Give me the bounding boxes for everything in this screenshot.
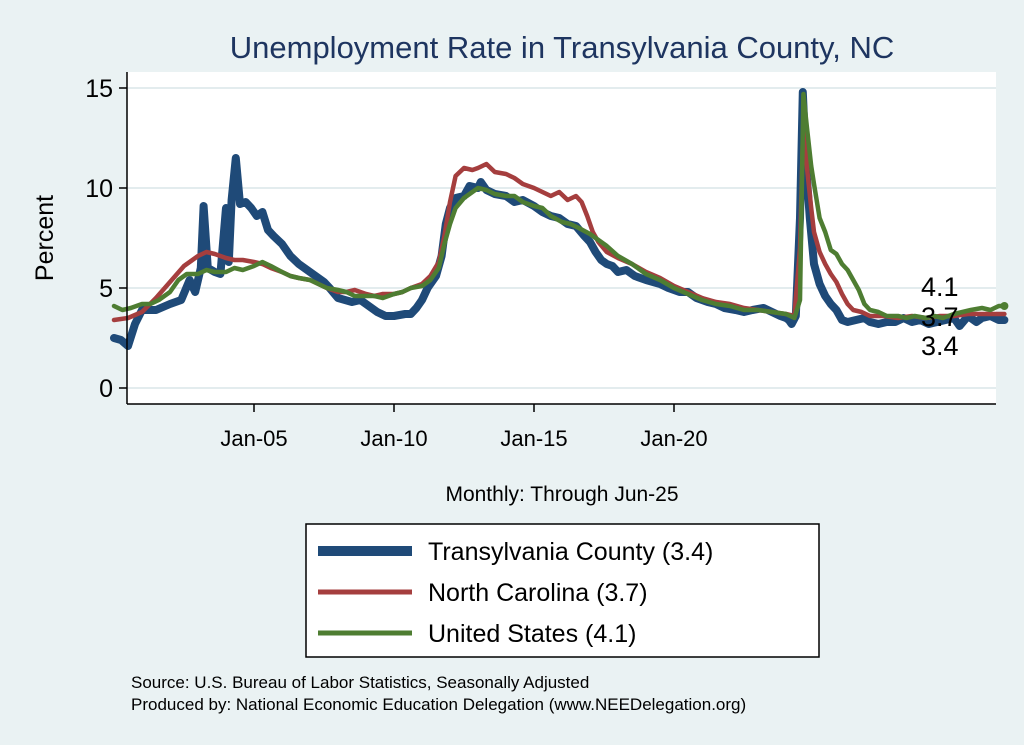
legend-label-transylvania: Transylvania County (3.4): [428, 538, 713, 566]
series-line-united-states: [111, 91, 1007, 321]
x-tick-label-Jan-20: Jan-20: [640, 426, 707, 451]
producer-note: Produced by: National Economic Education…: [131, 695, 746, 714]
y-tick-label-15: 15: [85, 75, 113, 103]
y-axis-label: Percent: [31, 195, 59, 281]
gridlines: [127, 87, 996, 389]
y-ticks: 0 5 10 15: [85, 75, 127, 403]
x-tick-label-Jan-15: Jan-15: [500, 426, 567, 451]
x-ticks: Jan-05 Jan-10 Jan-15 Jan-20: [220, 404, 708, 451]
series-lines: [110, 88, 1009, 350]
end-label-transylvania-county: 3.4: [921, 331, 959, 361]
x-axis-label: Monthly: Through Jun-25: [445, 483, 678, 506]
source-note: Source: U.S. Bureau of Labor Statistics,…: [131, 673, 589, 692]
series-end-marker-united-states: [1000, 302, 1009, 310]
y-tick-label-0: 0: [99, 375, 113, 403]
legend-label-north-carolina: North Carolina (3.7): [428, 579, 648, 607]
plot-area: [127, 72, 996, 404]
chart-title: Unemployment Rate in Transylvania County…: [230, 30, 895, 65]
x-tick-label-Jan-10: Jan-10: [360, 426, 427, 451]
legend-label-united-states: United States (4.1): [428, 620, 636, 648]
end-label-united-states: 4.1: [921, 272, 959, 302]
y-tick-label-10: 10: [85, 175, 113, 203]
legend: Transylvania County (3.4) North Carolina…: [305, 523, 820, 658]
x-tick-label-Jan-05: Jan-05: [220, 426, 287, 451]
end-labels: 3.43.74.1: [921, 272, 959, 361]
y-tick-label-5: 5: [99, 275, 113, 303]
end-label-north-carolina: 3.7: [921, 302, 959, 332]
